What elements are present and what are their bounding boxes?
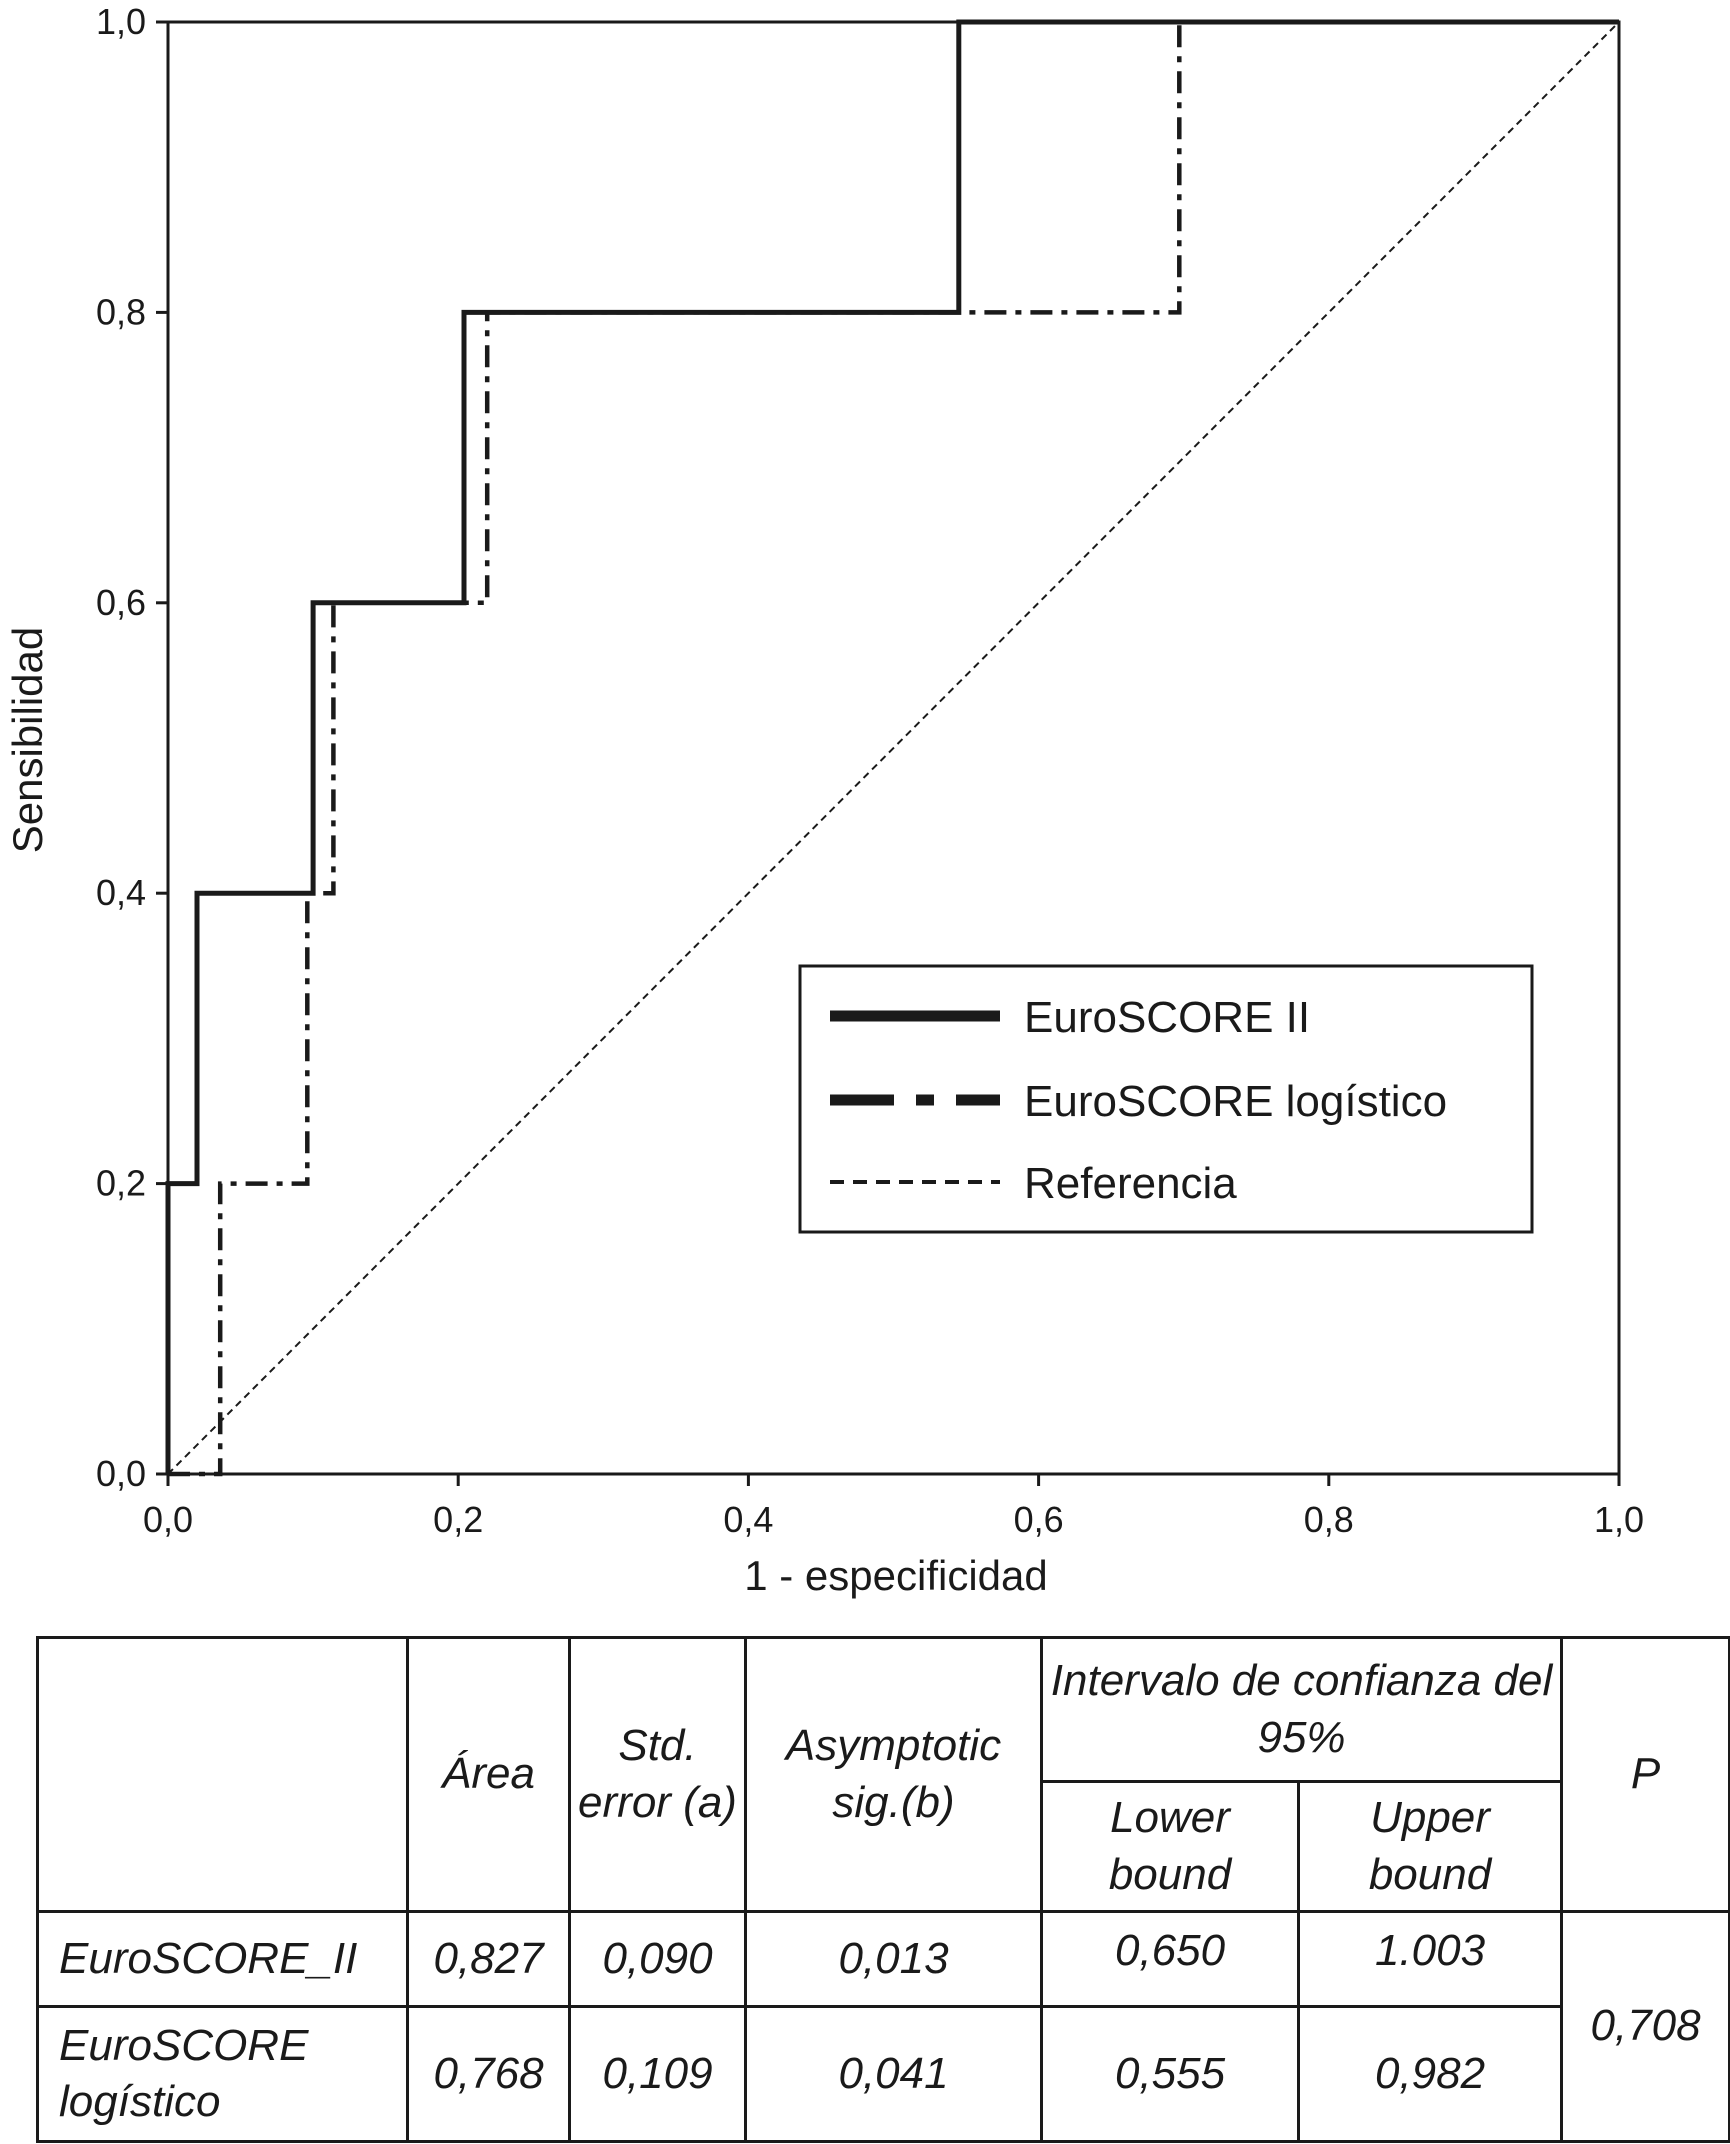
plot-frame <box>166 20 1621 1476</box>
row-label: EuroSCORE_II <box>36 1910 409 2008</box>
roc-curves <box>165 19 1620 1477</box>
euroscore-ii-curve <box>165 19 1619 1474</box>
asymptotic-value: 0,013 <box>744 1910 1043 2008</box>
x-tick-label: 0,6 <box>1014 1499 1064 1540</box>
axis-ticks: 0,0 0,2 0,4 0,6 0,8 1,0 0,0 0,2 0,4 0,6 0,8 1,0 <box>96 1 1644 1540</box>
legend-label-referencia: Referencia <box>1024 1159 1237 1208</box>
header-asymptotic-sig: Asymptotic sig.(b) <box>744 1636 1043 1913</box>
y-tick-label: 0,8 <box>96 291 146 332</box>
euroscore-logistico-curve <box>168 19 1619 1477</box>
legend-label-euroscore-logistico: EuroSCORE logístico <box>1024 1077 1447 1126</box>
x-tick-label: 1,0 <box>1594 1499 1644 1540</box>
header-upper-bound: Upper bound <box>1296 1780 1564 1913</box>
area-value: 0,827 <box>406 1910 571 2008</box>
x-tick-label: 0,8 <box>1304 1499 1354 1540</box>
header-empty-cell <box>36 1636 409 1913</box>
y-tick-label: 0,6 <box>96 582 146 623</box>
std-error-value: 0,109 <box>568 2005 747 2143</box>
auc-comparison-table: Área Std. error (a) Asymptotic sig.(b) I… <box>36 1636 1730 2143</box>
y-tick-label: 1,0 <box>96 1 146 42</box>
header-confidence-interval: Intervalo de confianza del 95% <box>1039 1636 1564 1783</box>
lower-bound-value: 0,650 <box>1040 1910 1300 2008</box>
upper-bound-value: 1.003 <box>1296 1910 1564 2008</box>
x-axis-title: 1 - especificidad <box>744 1552 1048 1599</box>
y-axis-title: Sensibilidad <box>4 627 51 854</box>
roc-chart: 0,0 0,2 0,4 0,6 0,8 1,0 0,0 0,2 0,4 0,6 0,8 1,0 1 -… <box>4 1 1644 1599</box>
asymptotic-value: 0,041 <box>744 2005 1043 2143</box>
x-tick-label: 0,4 <box>723 1499 773 1540</box>
table-row: EuroSCORE logístico 0,768 0,109 0,041 0,… <box>36 2005 1730 2143</box>
header-lower-bound: Lower bound <box>1040 1780 1300 1913</box>
plot-area-border <box>166 20 1621 1476</box>
y-tick-label: 0,0 <box>96 1453 146 1494</box>
header-p: P <box>1560 1636 1730 1913</box>
x-tick-label: 0,2 <box>433 1499 483 1540</box>
header-std-error: Std. error (a) <box>568 1636 747 1913</box>
row-label: EuroSCORE logístico <box>36 2005 409 2143</box>
std-error-value: 0,090 <box>568 1910 747 2008</box>
legend-label-euroscore-ii: EuroSCORE II <box>1024 993 1310 1042</box>
table-row: EuroSCORE_II 0,827 0,090 0,013 0,650 1.0… <box>36 1910 1730 2143</box>
upper-bound-value: 0,982 <box>1296 2005 1564 2143</box>
referencia-line <box>167 21 1620 1475</box>
area-value: 0,768 <box>406 2005 571 2143</box>
p-value: 0,708 <box>1560 1910 1730 2143</box>
legend: EuroSCORE II EuroSCORE logístico Referen… <box>798 964 1534 1234</box>
y-tick-label: 0,2 <box>96 1163 146 1204</box>
lower-bound-value: 0,555 <box>1040 2005 1300 2143</box>
x-tick-label: 0,0 <box>143 1499 193 1540</box>
header-area: Área <box>406 1636 571 1913</box>
y-tick-label: 0,4 <box>96 872 146 913</box>
